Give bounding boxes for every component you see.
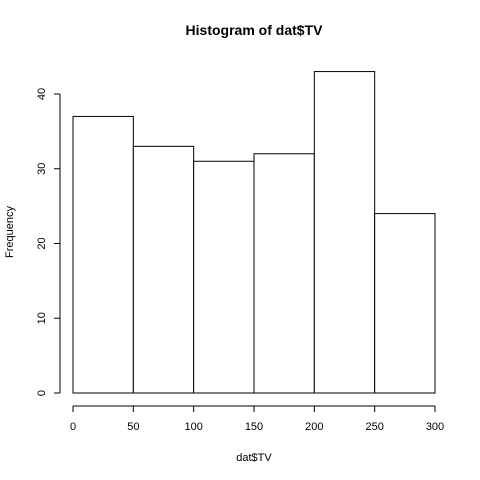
x-tick-label: 100 (184, 421, 202, 433)
x-tick-label: 0 (70, 421, 76, 433)
histogram-bar-50-100 (132, 145, 195, 394)
bars-group (72, 71, 436, 394)
y-tick-label: 0 (36, 390, 48, 396)
y-axis: 0 10 20 30 40 (36, 88, 61, 396)
y-tick-label: 20 (36, 237, 48, 249)
x-tick-label: 200 (305, 421, 323, 433)
x-tick-label: 150 (245, 421, 263, 433)
chart-title: Histogram of dat$TV (186, 22, 324, 38)
y-tick-label: 40 (36, 88, 48, 100)
y-axis-label: Frequency (4, 206, 16, 258)
x-tick-label: 300 (426, 421, 444, 433)
x-tick-label: 250 (365, 421, 383, 433)
histogram-bar-250-300 (374, 213, 436, 394)
histogram-bar-150-200 (253, 153, 315, 394)
y-tick-label: 30 (36, 163, 48, 175)
histogram-bar-100-150 (193, 160, 255, 394)
y-tick-label: 10 (36, 312, 48, 324)
histogram-bar-200-250 (313, 71, 376, 394)
histogram-bar-0-50 (72, 115, 134, 394)
x-axis: 0 50 100 150 200 250 300 (70, 405, 444, 433)
x-axis-label: dat$TV (236, 452, 272, 464)
x-tick-label: 50 (127, 421, 139, 433)
